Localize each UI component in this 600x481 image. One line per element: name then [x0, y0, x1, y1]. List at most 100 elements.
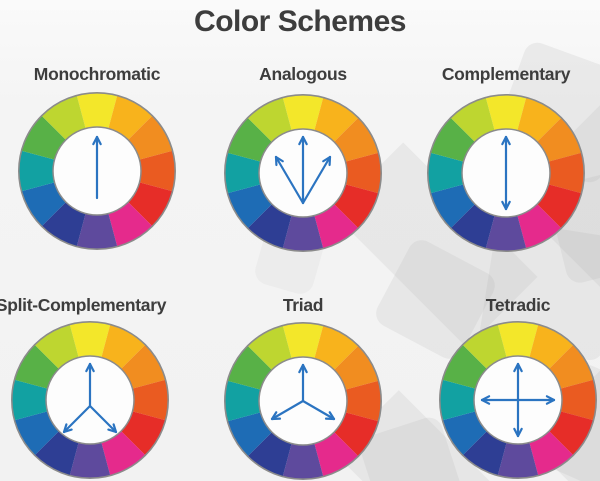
- wheel-segment-green: [14, 344, 59, 389]
- wheel-segment-red: [334, 412, 379, 457]
- wheel-segment-yellow-orange: [314, 325, 359, 370]
- color-wheel-svg: [18, 92, 176, 250]
- wheel-segment-magenta: [517, 204, 562, 249]
- wheel-segment-magenta: [314, 204, 359, 249]
- scheme-arrows-icon: [62, 362, 118, 434]
- wheel-outer-outline: [427, 94, 585, 252]
- scheme-label: Complementary: [441, 64, 571, 84]
- wheel-segment-magenta: [108, 202, 153, 247]
- wheel-segment-yellow: [69, 321, 111, 358]
- wheel-segment-blue-violet: [247, 432, 292, 477]
- wheel-segment-teal: [18, 150, 55, 192]
- wheel-segment-blue: [14, 411, 59, 456]
- scheme-arrows-icon: [480, 362, 556, 438]
- wheel-segment-magenta: [529, 431, 574, 476]
- wheel-segment-yellow-green: [34, 324, 79, 369]
- wheel-segment-yellow-green: [462, 324, 507, 369]
- wheel-segment-orange: [549, 344, 594, 389]
- wheel-segment-violet: [485, 215, 527, 252]
- wheel-segment-magenta: [101, 431, 146, 476]
- wheel-segment-yellow-orange: [101, 324, 146, 369]
- scheme-label: Tetradic: [485, 295, 551, 315]
- wheel-segment-teal: [224, 152, 261, 194]
- wheel-segment-yellow-orange: [529, 324, 574, 369]
- wheel-segments: [439, 321, 597, 479]
- color-wheel-svg: [224, 322, 382, 480]
- wheel-segment-yellow-green: [247, 97, 292, 142]
- wheel-segment-orange: [128, 115, 173, 160]
- scheme-arrows-icon: [501, 135, 511, 211]
- wheel-segments: [18, 92, 176, 250]
- wheel-segment-orange: [334, 345, 379, 390]
- scheme-label: Monochromatic: [33, 64, 161, 84]
- wheel-segment-yellow-orange: [517, 97, 562, 142]
- wheel-segment-green: [430, 117, 475, 162]
- scheme-arrows-icon: [270, 363, 336, 421]
- wheel-segment-violet: [282, 215, 324, 252]
- wheel-segment-orange: [334, 117, 379, 162]
- scheme-label: Split-Complementary: [0, 295, 167, 315]
- wheel-segment-teal: [427, 152, 464, 194]
- wheel-segment-yellow-green: [41, 95, 86, 140]
- wheel-segment-green: [442, 344, 487, 389]
- page-title: Color Schemes: [194, 5, 406, 38]
- color-wheel-tetradic: [439, 321, 597, 479]
- color-wheel-svg: [224, 94, 382, 252]
- wheel-segment-red: [334, 184, 379, 229]
- wheel-segment-violet: [76, 213, 118, 250]
- wheel-segment-yellow: [282, 94, 324, 131]
- color-wheel-svg: [11, 321, 169, 479]
- wheel-segment-violet: [69, 442, 111, 479]
- wheel-outer-outline: [439, 321, 597, 479]
- color-wheel-triad: [224, 322, 382, 480]
- color-wheel-complementary: [427, 94, 585, 252]
- color-wheel-svg: [439, 321, 597, 479]
- wheel-segment-red: [549, 411, 594, 456]
- wheel-segment-yellow: [485, 94, 527, 131]
- wheel-segments: [427, 94, 585, 252]
- wheel-segment-red-orange: [139, 150, 176, 192]
- wheel-segment-blue: [430, 184, 475, 229]
- wheel-segment-blue: [227, 184, 272, 229]
- wheel-segment-blue-violet: [462, 431, 507, 476]
- wheel-segment-yellow-orange: [314, 97, 359, 142]
- wheel-segment-orange: [121, 344, 166, 389]
- wheel-outer-outline: [224, 94, 382, 252]
- wheel-segment-blue: [442, 411, 487, 456]
- wheel-segment-yellow-green: [450, 97, 495, 142]
- color-scheme-panel-complementary: Complementary: [396, 58, 600, 263]
- scheme-arrows-icon: [92, 135, 102, 200]
- scheme-label: Analogous: [259, 64, 347, 84]
- wheel-segments: [224, 94, 382, 252]
- color-wheel-svg: [427, 94, 585, 252]
- wheel-segment-yellow: [76, 92, 118, 129]
- scheme-arrows-icon: [274, 135, 332, 205]
- color-wheel-split-complementary: [11, 321, 169, 479]
- color-scheme-panel-tetradic: Tetradic: [408, 288, 600, 481]
- wheel-segment-yellow: [497, 321, 539, 358]
- wheel-segment-red-orange: [132, 379, 169, 421]
- wheel-segment-red-orange: [548, 152, 585, 194]
- color-scheme-panel-analogous: Analogous: [193, 58, 413, 263]
- wheel-outer-outline: [11, 321, 169, 479]
- wheel-segment-blue-violet: [247, 204, 292, 249]
- color-scheme-panel-triad: Triad: [193, 288, 413, 481]
- wheel-segment-teal: [11, 379, 48, 421]
- wheel-segment-violet: [282, 443, 324, 480]
- wheel-segment-blue-violet: [41, 202, 86, 247]
- wheel-segment-green: [227, 117, 272, 162]
- wheel-segment-red-orange: [560, 379, 597, 421]
- wheel-segment-blue: [21, 182, 66, 227]
- wheel-outer-outline: [224, 322, 382, 480]
- color-scheme-panel-split-complementary: Split-Complementary: [0, 288, 200, 481]
- wheel-segment-blue-violet: [450, 204, 495, 249]
- wheel-segment-red-orange: [345, 380, 382, 422]
- wheel-segment-green: [21, 115, 66, 160]
- wheel-segment-blue-violet: [34, 431, 79, 476]
- wheel-segment-yellow: [282, 322, 324, 359]
- wheel-segment-green: [227, 345, 272, 390]
- color-wheel-analogous: [224, 94, 382, 252]
- wheel-segment-red-orange: [345, 152, 382, 194]
- wheel-segments: [224, 322, 382, 480]
